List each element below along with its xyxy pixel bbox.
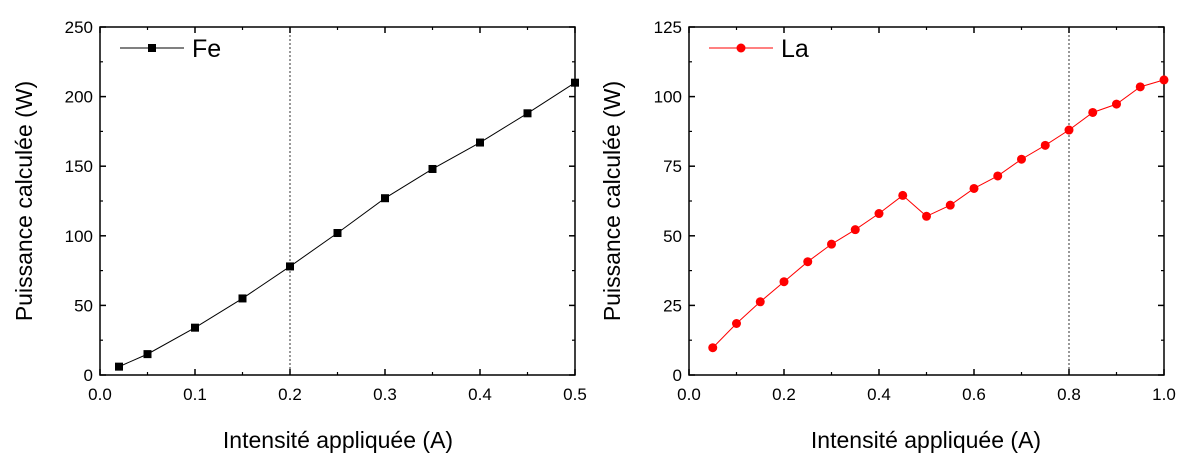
data-point (428, 164, 437, 173)
x-tick-label: 0.3 (373, 385, 397, 404)
data-point (191, 323, 199, 332)
data-point (1040, 140, 1050, 150)
series-line (712, 79, 1165, 349)
data-point (1017, 154, 1026, 164)
x-tick-label: 1.0 (1152, 385, 1176, 404)
data-point (1088, 107, 1098, 117)
data-point (898, 190, 908, 200)
data-point (850, 225, 860, 235)
x-tick-label: 0.2 (772, 385, 796, 404)
plot-frame (688, 26, 1165, 376)
y-tick-label: 25 (663, 296, 682, 315)
data-point (571, 78, 579, 87)
data-point (333, 229, 342, 238)
legend-label: La (781, 35, 809, 63)
data-point (115, 362, 123, 371)
chart-1: 0.0 0.1 0.2 0.3 0.4 0.5 0 50 100 150 200 250 Intensi… (11, 18, 587, 453)
legend-marker (148, 44, 156, 52)
data-point (1112, 99, 1121, 109)
x-tick-label: 0.5 (563, 385, 587, 404)
data-point (1064, 125, 1074, 135)
x-axis-label: Intensité appliquée (A) (223, 427, 453, 453)
data-point (755, 297, 765, 307)
y-tick-label: 150 (65, 157, 93, 176)
x-tick-label: 0.4 (867, 385, 891, 404)
data-point (874, 209, 884, 219)
y-tick-label: 50 (663, 227, 682, 246)
data-point (993, 171, 1003, 181)
x-tick-label: 0.1 (183, 385, 207, 404)
y-axis-label: Puissance calculée (W) (11, 81, 37, 321)
x-tick-label: 0.6 (962, 385, 986, 404)
y-axis-label: Puissance calculée (W) (599, 81, 625, 321)
y-tick-label: 100 (65, 227, 93, 246)
data-point (476, 138, 484, 147)
y-tick-label: 200 (65, 88, 93, 107)
x-tick-label: 0.0 (88, 385, 112, 404)
legend-label: Fe (192, 35, 221, 63)
y-tick-label: 75 (663, 157, 682, 176)
data-point (238, 294, 247, 303)
y-tick-label: 50 (74, 296, 93, 315)
legend-marker (736, 43, 746, 53)
data-point (779, 277, 789, 287)
data-point (1159, 75, 1169, 85)
data-point (708, 343, 718, 353)
data-point (945, 200, 955, 210)
x-tick-label: 0.8 (1057, 385, 1081, 404)
chart-2: 0.0 0.2 0.4 0.6 0.8 1.0 0 25 50 75 100 125 Intensité… (599, 18, 1176, 453)
data-point (732, 318, 741, 328)
data-point (381, 194, 389, 203)
x-tick-label: 0.2 (278, 385, 302, 404)
data-point (1135, 82, 1145, 92)
y-tick-label: 250 (65, 18, 93, 37)
x-tick-label: 0.0 (677, 385, 701, 404)
y-tick-label: 100 (654, 88, 682, 107)
data-point (523, 109, 532, 118)
data-point (969, 183, 979, 193)
x-axis-label: Intensité appliquée (A) (811, 427, 1041, 453)
y-tick-label: 0 (673, 366, 682, 385)
data-point (922, 211, 931, 221)
data-point (803, 257, 813, 267)
x-tick-label: 0.4 (468, 385, 492, 404)
plot-frame (99, 26, 576, 376)
data-point (827, 239, 836, 249)
series-line (118, 82, 576, 368)
data-point (286, 262, 294, 271)
data-point (143, 350, 152, 359)
y-tick-label: 0 (84, 366, 93, 385)
y-tick-label: 125 (654, 18, 682, 37)
